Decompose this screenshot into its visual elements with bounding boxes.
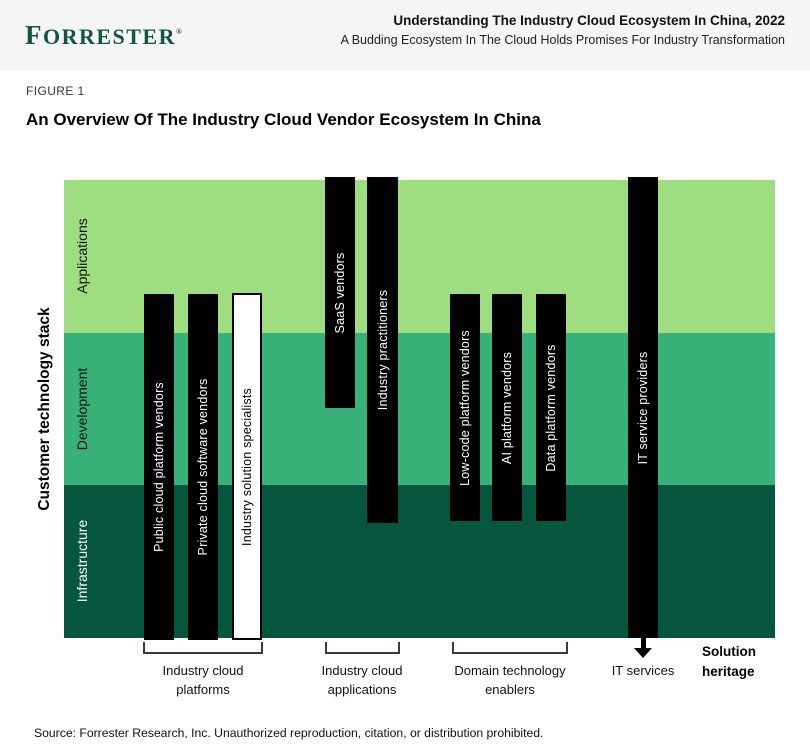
solution-heritage-label: Solution heritage (702, 644, 756, 679)
registered-trademark-icon: ® (176, 27, 183, 36)
bracket-industry-cloud-platforms (143, 642, 263, 654)
report-title-block: Understanding The Industry Cloud Ecosyst… (341, 13, 785, 47)
report-header: FORRESTER® Understanding The Industry Cl… (0, 0, 810, 70)
bar-industry-solution-specialists: Industry solution specialists (232, 293, 262, 640)
bar-industry-practitioners: Industry practitioners (367, 177, 398, 523)
report-title: Understanding The Industry Cloud Ecosyst… (393, 13, 785, 28)
source-note: Source: Forrester Research, Inc. Unautho… (34, 726, 544, 740)
bar-it-service-providers: IT service providers (628, 177, 658, 638)
bar-data-platform-vendors: Data platform vendors (536, 294, 566, 521)
bar-saas-vendors: SaaS vendors (325, 177, 355, 408)
down-arrow-icon (641, 637, 646, 649)
forrester-logo-text: FORRESTER (25, 20, 177, 50)
group-label-domain-technology-enablers: Domain technology enablers (454, 663, 566, 697)
group-label-it-services: IT services (611, 663, 675, 678)
down-arrow-icon (634, 648, 652, 658)
report-subtitle: A Budding Ecosystem In The Cloud Holds P… (340, 33, 785, 47)
bracket-domain-technology-enablers (452, 642, 568, 654)
forrester-logo: FORRESTER® (25, 20, 182, 51)
figure-title: An Overview Of The Industry Cloud Vendor… (26, 110, 541, 129)
bar-ai-platform-vendors: AI platform vendors (492, 294, 522, 521)
bar-low-code-platform-vendors: Low-code platform vendors (450, 294, 480, 521)
bar-public-cloud-platform-vendors: Public cloud platform vendors (144, 294, 174, 640)
bracket-industry-cloud-applications (325, 642, 400, 654)
figure-number: FIGURE 1 (26, 84, 85, 98)
group-label-industry-cloud-applications: Industry cloud applications (321, 663, 403, 697)
bar-private-cloud-software-vendors: Private cloud software vendors (188, 294, 218, 640)
group-label-industry-cloud-platforms: Industry cloud platforms (162, 663, 244, 697)
